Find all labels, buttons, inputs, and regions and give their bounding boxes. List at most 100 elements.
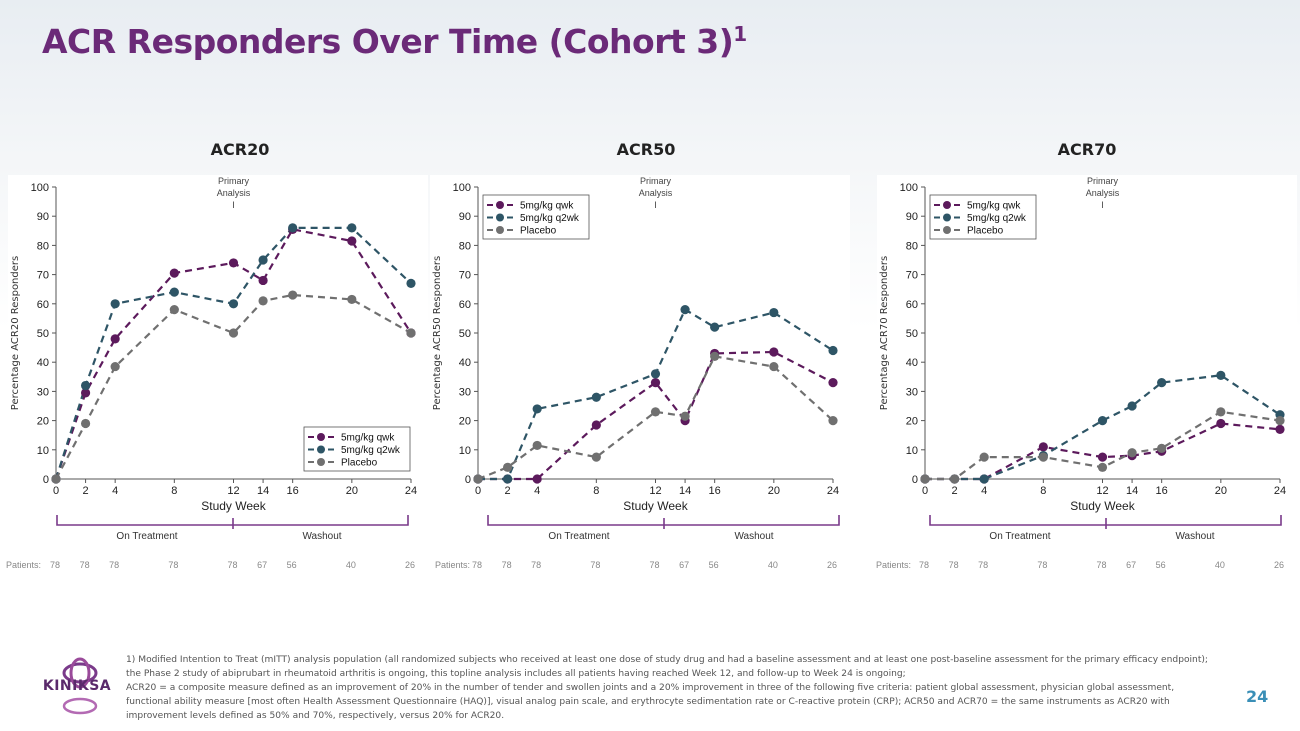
x-axis-label: Study Week [623, 499, 688, 513]
series-line-q2wk [925, 374, 1281, 481]
data-point-placebo [406, 328, 416, 338]
patients-count: 78 [978, 560, 989, 570]
data-point-placebo [680, 411, 690, 421]
x-tick-label: 4 [112, 485, 118, 497]
patients-count: 67 [1126, 560, 1137, 570]
legend-entry-placebo: Placebo [341, 458, 378, 469]
page-title: ACR Responders Over Time (Cohort 3)1 [42, 22, 747, 61]
data-point-placebo [80, 418, 91, 429]
y-tick-label: 50 [906, 328, 918, 340]
patients-count: 40 [345, 560, 356, 570]
x-tick-label: 20 [768, 485, 780, 497]
x-tick-label: 16 [287, 485, 299, 497]
data-point-placebo [920, 474, 930, 484]
data-point-qwk [532, 474, 542, 484]
y-axis-label: Percentage ACR50 Responders [432, 256, 443, 410]
patients-count: 67 [257, 560, 268, 570]
legend-swatch-marker [943, 201, 951, 209]
y-tick-label: 80 [906, 240, 918, 252]
x-tick-label: 0 [475, 485, 481, 497]
patients-count: 78 [472, 560, 483, 570]
x-tick-label: 12 [1096, 485, 1108, 497]
x-tick-label: 12 [227, 485, 239, 497]
data-point-qwk [769, 347, 779, 357]
phase-bracket-acr70 [929, 515, 1282, 529]
y-tick-label: 30 [37, 386, 49, 398]
y-tick-label: 70 [37, 270, 49, 282]
data-point-q2wk [979, 474, 989, 484]
data-point-qwk [110, 334, 120, 344]
x-tick-label: 0 [922, 485, 928, 497]
y-axis-label: Percentage ACR70 Responders [879, 256, 890, 410]
patients-count: 78 [227, 560, 238, 570]
data-point-qwk [228, 258, 239, 268]
data-point-placebo [979, 452, 989, 462]
data-point-placebo [110, 361, 120, 372]
legend-swatch-marker [496, 201, 504, 209]
x-tick-label: 20 [346, 485, 358, 497]
data-point-placebo [532, 440, 542, 451]
page-number: 24 [1246, 687, 1269, 706]
data-point-q2wk [650, 369, 661, 379]
series-line-placebo [55, 293, 412, 480]
y-tick-label: 80 [459, 240, 471, 252]
data-point-qwk [828, 378, 838, 388]
data-point-placebo [1097, 462, 1108, 472]
legend-entry-q2wk: 5mg/kg q2wk [341, 445, 401, 456]
data-point-q2wk [406, 278, 416, 288]
patients-count: 78 [649, 560, 660, 570]
primary-analysis-label: Analysis [1086, 188, 1120, 198]
title-footnote-ref: 1 [733, 22, 747, 46]
legend-entry-q2wk: 5mg/kg q2wk [520, 213, 580, 224]
y-tick-label: 40 [906, 357, 918, 369]
legend-entry-qwk: 5mg/kg qwk [520, 201, 574, 212]
legend-swatch-marker [496, 226, 504, 234]
logo-wordmark: KINIKSA [42, 678, 112, 694]
washout-label: Washout [734, 531, 774, 542]
data-point-q2wk [228, 299, 239, 309]
data-point-qwk [650, 378, 661, 388]
data-point-placebo [1038, 452, 1048, 462]
data-point-placebo [1275, 416, 1285, 426]
x-tick-label: 20 [1215, 485, 1227, 497]
on-treatment-label: On Treatment [548, 531, 610, 542]
data-point-placebo [1127, 448, 1137, 458]
data-point-q2wk [769, 307, 779, 318]
y-tick-label: 100 [31, 182, 49, 194]
y-tick-label: 90 [906, 211, 918, 223]
patients-count: 56 [286, 560, 297, 570]
data-point-placebo [228, 328, 239, 338]
data-point-q2wk [710, 322, 720, 332]
y-tick-label: 60 [906, 299, 918, 311]
y-tick-label: 70 [906, 270, 918, 282]
data-point-placebo [710, 351, 720, 361]
primary-analysis-label: I [1101, 200, 1104, 210]
x-tick-label: 0 [53, 485, 59, 497]
y-tick-label: 20 [37, 416, 49, 428]
patients-count: 78 [919, 560, 930, 570]
x-tick-label: 14 [257, 485, 269, 497]
x-axis-label: Study Week [201, 499, 266, 513]
x-tick-label: 8 [593, 485, 599, 497]
y-tick-label: 80 [37, 240, 49, 252]
y-tick-label: 90 [37, 211, 49, 223]
x-tick-label: 24 [827, 485, 839, 497]
phase-bracket-acr20 [56, 515, 409, 529]
primary-analysis-label: Analysis [217, 188, 251, 198]
y-tick-label: 0 [912, 474, 918, 486]
data-point-q2wk [347, 223, 357, 233]
data-point-q2wk [502, 474, 513, 484]
data-point-qwk [1038, 442, 1048, 452]
patients-count: 78 [168, 560, 179, 570]
kiniksa-logo [62, 657, 98, 715]
y-axis-label: Percentage ACR20 Responders [10, 256, 21, 410]
legend-entry-qwk: 5mg/kg qwk [967, 201, 1021, 212]
y-tick-label: 90 [459, 211, 471, 223]
footnote-line-2: ACR20 = a composite measure defined as a… [126, 682, 1175, 721]
data-point-placebo [51, 474, 61, 484]
y-tick-label: 100 [453, 182, 471, 194]
x-tick-label: 16 [1156, 485, 1168, 497]
